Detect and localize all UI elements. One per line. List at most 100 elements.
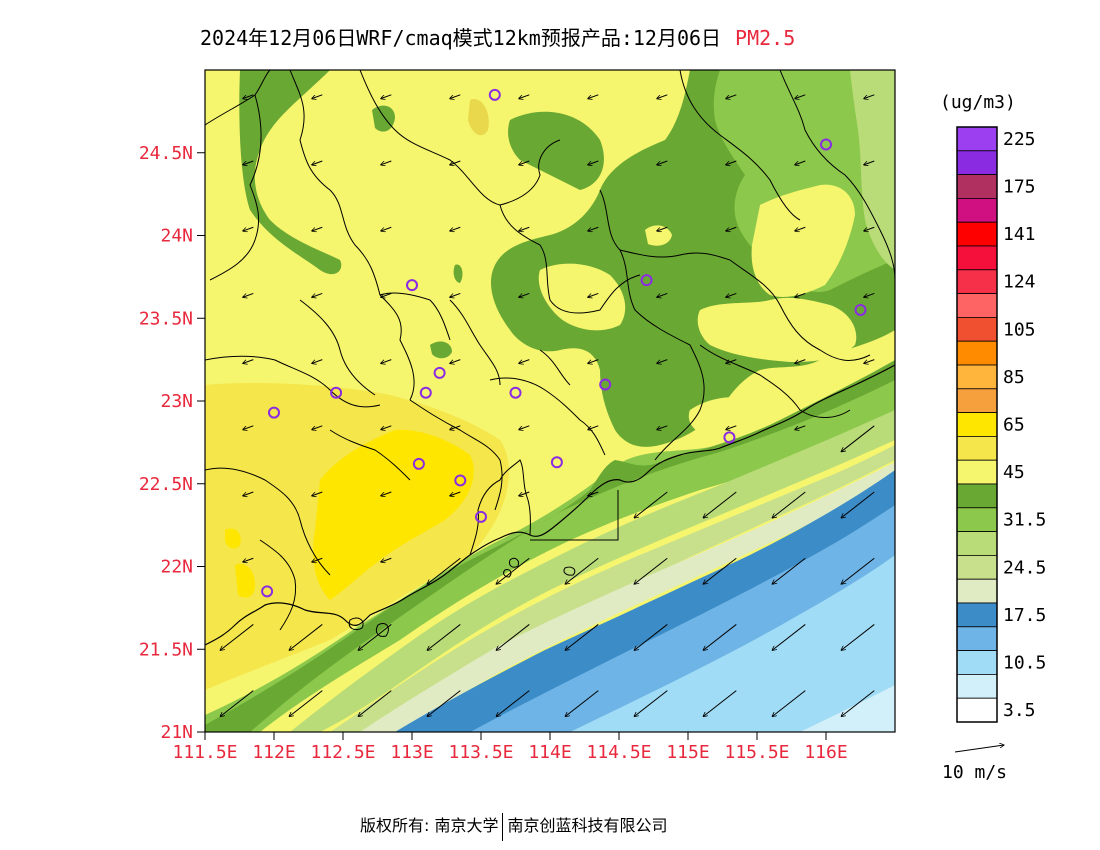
wind-arrow: [588, 160, 599, 165]
county-line-20: [619, 249, 731, 261]
wind-arrow: [312, 557, 323, 562]
lon-tick-label: 116E: [804, 742, 847, 763]
lon-tick-label: 115.5E: [724, 742, 789, 763]
wind-arrow: [726, 292, 737, 297]
legend-swatch: [956, 531, 998, 556]
wind-arrow: [243, 491, 254, 496]
monitor-site-marker: [261, 585, 274, 598]
map-axes: 21N 21.5N 22N 22.5N 23N 23.5N 24N 24.5N 111.5E 11…: [139, 143, 848, 763]
wind-arrow: [841, 557, 875, 584]
wind-vectors: [220, 94, 875, 717]
lon-tick-label: 113E: [390, 742, 433, 763]
wind-arrow: [381, 160, 392, 165]
wind-arrow: [243, 292, 254, 297]
county-line-7: [779, 70, 895, 281]
monitor-site-marker: [268, 406, 280, 419]
field-zone-yellow-patch-3: [688, 397, 764, 438]
wind-arrow: [450, 359, 461, 364]
wind-arrow: [450, 226, 461, 231]
wind-arrow: [841, 491, 875, 518]
wind-arrow: [243, 425, 254, 430]
wind-arrow: [657, 359, 668, 364]
county-line-4: [499, 204, 641, 314]
wind-arrow: [496, 624, 530, 650]
field-band-cream: [360, 462, 895, 732]
legend-swatch: [956, 697, 998, 723]
wind-arrow: [634, 690, 668, 717]
lon-tick-label: 111.5E: [172, 742, 237, 763]
wind-arrow: [381, 226, 392, 231]
legend-level-label: 3.5: [1003, 700, 1036, 721]
wind-arrow: [657, 226, 668, 231]
wind-arrow: [657, 425, 668, 430]
wind-arrow: [864, 359, 875, 364]
wind-arrow: [634, 624, 668, 650]
monitor-site-marker: [412, 457, 425, 470]
island-shape-4: [348, 617, 364, 631]
wind-arrow: [795, 94, 806, 99]
wind-arrow: [634, 557, 668, 584]
legend-swatch: [956, 174, 998, 199]
wind-arrow: [657, 292, 668, 297]
monitor-site-marker: [330, 386, 343, 399]
legend-level-label: 17.5: [1003, 605, 1046, 626]
copyright-left: 版权所有: 南京大学: [360, 816, 499, 835]
field-island-2: [430, 341, 452, 359]
wind-arrow: [427, 624, 461, 650]
wind-arrow: [588, 425, 599, 430]
color-legend: (ug/m3) 225 175 141 124 105 85 65 45 31.5 24.5 17.5…: [940, 92, 1046, 783]
field-band-pale-green-1: [290, 410, 895, 732]
wind-arrow: [795, 226, 806, 231]
legend-swatch: [956, 555, 998, 580]
lat-tick-label: 21.5N: [139, 639, 193, 660]
wind-arrow: [312, 292, 323, 297]
wind-arrow: [703, 690, 737, 717]
legend-swatch: [956, 602, 998, 628]
wind-arrow: [565, 624, 599, 650]
wind-arrow: [657, 94, 668, 99]
monitor-site-marker: [433, 366, 446, 379]
monitor-site-marker: [419, 386, 432, 399]
concentration-field: [205, 70, 895, 732]
wind-arrow: [565, 557, 599, 584]
legend-level-label: 124: [1003, 272, 1036, 293]
legend-swatch: [956, 150, 998, 176]
wind-arrow: [772, 690, 806, 717]
lon-tick-label: 112E: [252, 742, 295, 763]
wind-arrow: [381, 425, 392, 430]
wind-arrow: [519, 226, 530, 231]
lat-tick-label: 24.5N: [139, 143, 193, 164]
county-line-11: [205, 467, 331, 576]
wind-arrow: [243, 94, 254, 99]
lon-tick-label: 114.5E: [586, 742, 651, 763]
field-zone-yellow-patch-2: [697, 297, 857, 362]
wind-arrow: [450, 425, 461, 430]
field-band-green-2: [205, 370, 895, 732]
wind-arrow: [243, 359, 254, 364]
legend-level-label: 24.5: [1003, 557, 1046, 578]
wind-arrow: [519, 160, 530, 165]
wind-arrow: [450, 94, 461, 99]
lat-tick-label: 22N: [160, 557, 193, 578]
legend-level-label: 141: [1003, 224, 1036, 245]
wind-arrow: [312, 491, 323, 496]
field-zone-65-b: [235, 563, 255, 598]
monitor-site-marker: [509, 386, 522, 399]
monitor-site-marker: [488, 88, 501, 101]
lon-tick-label: 113.5E: [448, 742, 513, 763]
monitor-site-marker: [406, 279, 418, 292]
wind-arrow: [795, 160, 806, 165]
wind-arrow: [841, 425, 875, 452]
lat-tick-label: 23N: [160, 391, 193, 412]
monitor-site-marker: [454, 474, 467, 487]
county-line-17: [379, 292, 451, 341]
lon-tick-label: 112.5E: [310, 742, 375, 763]
legend-swatch: [956, 578, 998, 604]
wind-arrow: [588, 292, 599, 297]
wind-arrow: [841, 624, 875, 650]
wind-arrow: [496, 690, 530, 717]
wind-arrow: [726, 359, 737, 364]
wind-arrow: [450, 160, 461, 165]
wind-arrow: [726, 94, 737, 99]
